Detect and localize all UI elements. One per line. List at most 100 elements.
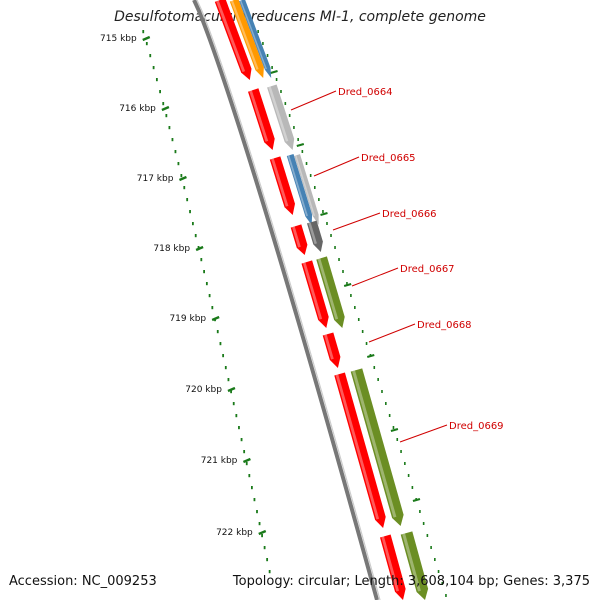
gene-arrow-red-shade — [292, 226, 301, 248]
ruler-dot — [155, 78, 158, 82]
cds-arrow-blue-shade — [239, 0, 267, 70]
ruler-dot — [183, 186, 186, 190]
outer-dot — [318, 198, 320, 201]
outer-dot — [280, 90, 282, 93]
ruler-dot — [222, 354, 225, 358]
ruler-label: 721 kbp — [201, 456, 238, 466]
cds-arrow-dark — [307, 220, 323, 252]
gene-leader-line — [332, 212, 381, 231]
outer-dot — [396, 438, 399, 441]
gene-label: Dred_0665 — [361, 153, 416, 164]
outer-dot — [422, 522, 425, 525]
outer-tick — [320, 211, 328, 217]
outer-dot — [322, 210, 324, 213]
gene-leader-line — [313, 156, 360, 177]
gene-arrow-red — [322, 332, 341, 368]
gene-label: Dred_0667 — [400, 264, 455, 275]
outer-dot — [309, 174, 312, 177]
ruler-label: 717 kbp — [137, 174, 174, 184]
outer-dot — [271, 66, 273, 69]
ruler-dot — [162, 102, 165, 106]
outer-dot — [350, 294, 352, 297]
gene-arrow-red-shade — [324, 334, 334, 360]
gene-arrow-red-shade — [335, 374, 380, 520]
ruler-dot — [240, 438, 243, 442]
ruler-dot — [238, 426, 240, 430]
outer-tick — [390, 427, 399, 433]
outer-dot — [430, 546, 432, 549]
outer-dot — [445, 594, 447, 597]
outer-tick — [343, 282, 352, 288]
ruler-label: 715 kbp — [100, 34, 137, 44]
outer-dot — [437, 570, 440, 573]
cds-arrow-green-shade — [402, 533, 421, 592]
ruler-dot — [227, 378, 230, 382]
outer-dot — [361, 330, 364, 333]
ruler-tick — [178, 175, 187, 182]
ruler-dot — [230, 390, 232, 394]
outer-dot — [262, 42, 264, 45]
outer-tick — [366, 353, 375, 359]
ruler-tick — [211, 315, 220, 322]
ruler-dot — [200, 258, 203, 262]
ruler-label: 719 kbp — [169, 314, 206, 324]
gene-arrow-red — [248, 88, 275, 150]
ruler-label: 716 kbp — [119, 104, 156, 114]
ruler-tick — [227, 386, 236, 393]
outer-dot — [388, 414, 391, 417]
ruler-dot — [174, 150, 177, 154]
outer-dot — [411, 486, 414, 489]
ruler-dot — [145, 42, 148, 46]
gene-arrow-red — [334, 372, 386, 528]
gene-leader-line — [399, 424, 448, 443]
outer-dot — [407, 474, 410, 477]
ruler-tick — [242, 457, 251, 464]
outer-dot — [434, 558, 436, 561]
ruler-dot — [189, 210, 191, 214]
ruler-dot — [152, 66, 155, 70]
ruler-dot — [261, 534, 263, 538]
outer-tick — [296, 142, 305, 148]
outer-dot — [381, 390, 383, 393]
cds-arrow-dark-shade — [308, 222, 317, 245]
cds-arrow-orange — [229, 0, 264, 78]
ruler-dot — [258, 522, 261, 526]
ruler-dot — [191, 222, 194, 226]
outer-dot — [330, 234, 332, 237]
cds-arrow-green — [400, 531, 429, 600]
outer-dot — [301, 150, 304, 153]
ruler-dot — [205, 282, 208, 286]
cds-arrow-gray-shade — [294, 155, 316, 217]
cds-arrow-gray — [294, 154, 319, 225]
ruler-dot — [245, 462, 248, 466]
gene-arrow-red — [290, 224, 308, 255]
accession-text: Accession: NC_009253 — [9, 574, 157, 589]
ruler-dot — [171, 138, 174, 142]
outer-dot — [400, 450, 402, 453]
outer-dot — [377, 378, 379, 381]
ruler-dot — [203, 270, 205, 274]
ruler-dot — [216, 330, 219, 334]
gene-arrow-red — [269, 156, 295, 215]
ruler-dot — [165, 114, 168, 118]
outer-dot — [305, 162, 308, 165]
ruler-dot — [243, 450, 246, 454]
cds-arrow-green — [316, 256, 345, 328]
ruler-dot — [208, 294, 211, 298]
outer-dot — [326, 222, 328, 225]
gene-arrow-red — [214, 0, 252, 80]
outer-dot — [275, 78, 278, 81]
ruler-dot — [149, 54, 152, 58]
ruler-tick — [258, 529, 267, 536]
gene-leader-line — [290, 90, 337, 111]
outer-dot — [313, 186, 316, 189]
map-title: Desulfotomaculum reducens MI-1, complete… — [114, 9, 486, 25]
genome-backbone — [192, 0, 379, 600]
ruler-dot — [253, 498, 256, 502]
ruler-dot — [250, 486, 253, 490]
outer-dot — [426, 534, 429, 537]
gene-arrow-red — [301, 260, 329, 328]
outer-dot — [419, 510, 421, 513]
outer-dot — [357, 318, 360, 321]
cds-arrow-gray-shade — [268, 86, 289, 142]
